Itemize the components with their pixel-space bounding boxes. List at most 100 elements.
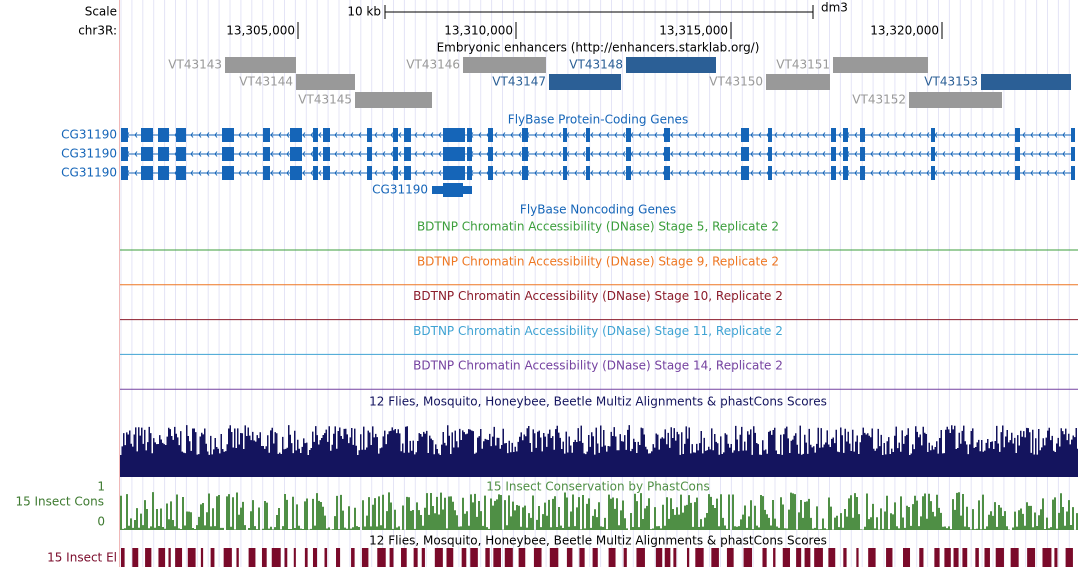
element [1042,548,1052,567]
element [984,548,990,567]
exon [860,128,865,142]
strand-arrow [246,170,250,176]
element [389,548,394,567]
enhancer-label: VT43144 [239,75,293,89]
strand-arrow [1038,132,1042,138]
strand-arrow [286,170,290,176]
strand-arrow [1046,132,1050,138]
exon [158,147,169,161]
element [655,548,663,567]
transcript-label: CG31190 [61,128,117,142]
exon [367,128,372,142]
exon [176,128,186,142]
strand-arrow [438,170,442,176]
strand-arrow [550,151,554,157]
strand-arrow [878,170,882,176]
strand-arrow [638,170,642,176]
strand-arrow [710,170,714,176]
track-title: FlyBase Protein-Coding Genes [508,113,688,127]
enhancer [355,92,432,108]
exon [121,166,128,180]
element [470,548,478,567]
exon [443,166,465,180]
enhancer-label: VT43152 [852,93,906,107]
element [1027,548,1036,567]
strand-arrow [878,151,882,157]
strand-arrow [550,132,554,138]
strand-arrow [686,132,690,138]
strand-arrow [334,132,338,138]
enhancer [549,74,621,90]
exon [831,128,836,142]
exon [443,128,465,142]
strand-arrow [190,132,194,138]
strand-arrow [910,151,914,157]
track-title: BDTNP Chromatin Accessibility (DNase) St… [417,220,779,234]
strand-arrow [694,132,698,138]
strand-arrow [758,151,762,157]
element [953,548,959,567]
strand-arrow [318,151,322,157]
strand-arrow [910,132,914,138]
exon [404,166,411,180]
strand-arrow [254,132,258,138]
exon [931,128,935,142]
strand-arrow [694,151,698,157]
exon [1071,166,1075,180]
strand-arrow [734,170,738,176]
element [504,548,513,567]
element [796,548,802,567]
strand-arrow [902,170,906,176]
element [446,548,454,567]
strand-arrow [358,132,362,138]
strand-arrow [694,170,698,176]
strand-arrow [398,132,402,138]
strand-arrow [950,151,954,157]
element [975,548,979,567]
element [592,548,598,567]
strand-arrow [510,132,514,138]
strand-arrow [1038,170,1042,176]
element [773,548,776,567]
element [336,548,341,567]
element [962,548,968,567]
strand-arrow [494,151,498,157]
element [886,548,893,567]
strand-arrow [966,170,970,176]
track-title: Embryonic enhancers (http://enhancers.st… [437,41,760,55]
strand-arrow [886,151,890,157]
element [493,548,501,567]
exon [1071,128,1075,142]
strand-arrow [998,132,1002,138]
track-label: 15 Insect Cons [15,495,104,509]
enhancer-label: VT43153 [924,75,978,89]
strand-arrow [1006,151,1010,157]
strand-arrow [398,151,402,157]
strand-arrow [422,151,426,157]
strand-arrow [782,170,786,176]
strand-arrow [1046,151,1050,157]
track-title: BDTNP Chromatin Accessibility (DNase) St… [413,324,783,338]
element [944,548,951,567]
strand-arrow [334,170,338,176]
strand-arrow [1022,132,1026,138]
strand-arrow [902,132,906,138]
exon [563,166,567,180]
exon [443,147,465,161]
element [121,548,125,567]
strand-arrow [214,170,218,176]
strand-arrow [502,151,506,157]
strand-arrow [926,132,930,138]
track-title: 15 Insect Conservation by PhastCons [486,480,709,494]
strand-arrow [238,170,242,176]
element [200,548,204,567]
exon [860,147,865,161]
strand-arrow [798,132,802,138]
strand-arrow [542,170,546,176]
element [293,548,296,567]
element [608,548,616,567]
strand-arrow [1006,170,1010,176]
enhancer [225,57,296,73]
strand-arrow [886,170,890,176]
exon [467,128,472,142]
